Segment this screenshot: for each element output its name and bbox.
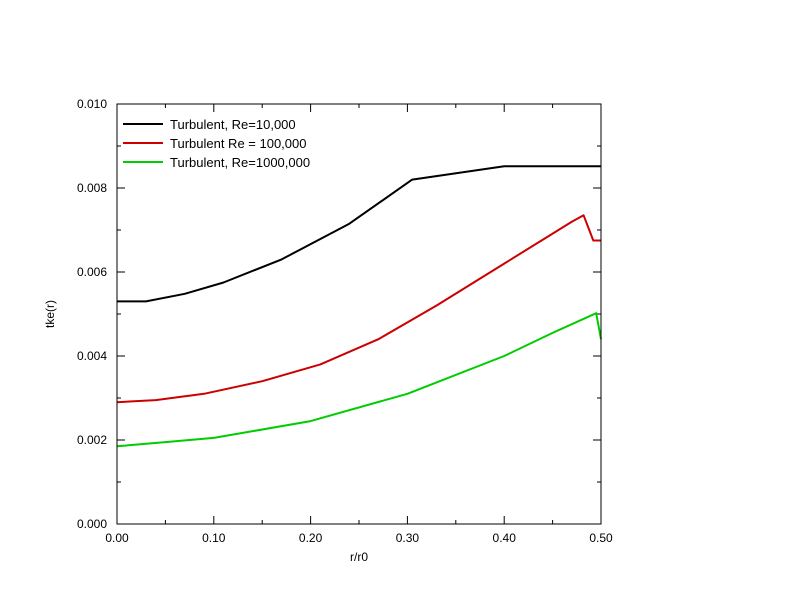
x-tick-label: 0.00	[105, 531, 129, 545]
y-tick-label: 0.008	[77, 181, 107, 195]
legend-label: Turbulent Re = 100,000	[170, 136, 306, 151]
plot-frame	[116, 103, 602, 525]
x-tick-label: 0.50	[589, 531, 613, 545]
legend: Turbulent, Re=10,000 Turbulent Re = 100,0…	[123, 117, 310, 170]
legend-label: Turbulent, Re=10,000	[170, 117, 296, 132]
series-line-2	[116, 214, 601, 404]
y-tick-label: 0.006	[77, 265, 107, 279]
x-tick-label: 0.20	[299, 531, 323, 545]
legend-label: Turbulent, Re=1000,000	[170, 155, 310, 170]
series-lines	[116, 165, 602, 448]
x-axis-label: r/r0	[350, 550, 368, 564]
x-tick-label: 0.40	[493, 531, 517, 545]
series-line-3	[116, 312, 602, 448]
y-tick-label: 0.010	[77, 97, 107, 111]
y-axis-label: tke(r)	[43, 300, 57, 328]
x-tick-label: 0.30	[396, 531, 420, 545]
x-tick-label: 0.10	[202, 531, 226, 545]
y-tick-label: 0.002	[77, 433, 107, 447]
series-line-1	[117, 165, 601, 303]
y-tick-label: 0.000	[77, 517, 107, 531]
y-tick-label: 0.004	[77, 349, 107, 363]
tick-labels: 0.00 0.10 0.20 0.30 0.40 0.50 0.000 0.002 0.004 0…	[77, 97, 613, 545]
